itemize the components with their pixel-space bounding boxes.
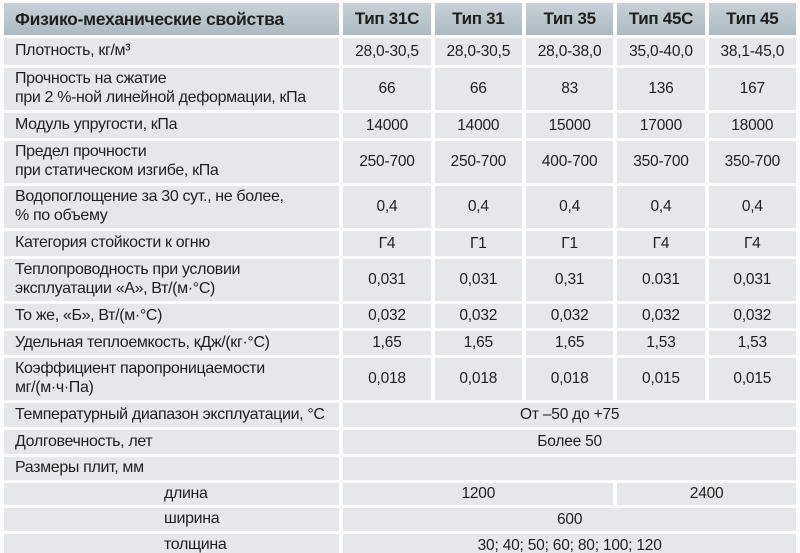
cell-value: 1,53 <box>617 331 705 355</box>
cell-value: 28,0-38,0 <box>525 38 614 65</box>
table-row-bending-strength: Предел прочности при статическом изгибе,… <box>4 141 796 183</box>
cell-value: Г1 <box>434 231 522 256</box>
cell-value: Г4 <box>617 231 705 256</box>
cell-value: 1,65 <box>434 331 522 355</box>
cell-value: 0,018 <box>343 358 431 400</box>
cell-value: 0.031 <box>617 259 705 301</box>
cell-value: Г4 <box>708 231 796 256</box>
cell-value: 0,031 <box>343 259 431 301</box>
table-row-width: ширина 600 <box>4 508 796 532</box>
cell-value: Г1 <box>525 231 614 256</box>
cell-value: 66 <box>434 68 522 110</box>
row-label: Водопоглощение за 30 сут., не более, % п… <box>4 186 340 228</box>
cell-value: 1,65 <box>343 331 431 355</box>
row-label: Удельная теплоемкость, кДж/(кг·°С) <box>4 331 340 355</box>
table-row-thickness: толщина 30; 40; 50; 60; 80; 100; 120 <box>4 534 796 553</box>
cell-value: 1,65 <box>525 331 614 355</box>
cell-value: 0,31 <box>525 259 614 301</box>
row-label: ширина <box>4 508 340 532</box>
cell-value: 0,032 <box>434 304 522 328</box>
table-row-density: Плотность, кг/м³ 28,0-30,5 28,0-30,5 28,… <box>4 38 796 65</box>
cell-value: 0,4 <box>434 186 522 228</box>
column-header-tip-31c: Тип 31С <box>343 3 431 35</box>
row-label: Размеры плит, мм <box>4 457 340 480</box>
cell-value: 0,4 <box>708 186 796 228</box>
cell-value-span: От –50 до +75 <box>343 403 796 427</box>
cell-value: 83 <box>525 68 614 110</box>
cell-value-span: 30; 40; 50; 60; 80; 100; 120 <box>343 534 796 553</box>
table-row-thermal-conductivity-a: Теплопроводность при условии эксплуатаци… <box>4 259 796 301</box>
row-label: Модуль упругости, кПа <box>4 113 340 138</box>
cell-value: 400-700 <box>525 141 614 183</box>
row-label: Теплопроводность при условии эксплуатаци… <box>4 259 340 301</box>
row-label: Предел прочности при статическом изгибе,… <box>4 141 340 183</box>
column-header-tip-45c: Тип 45С <box>617 3 705 35</box>
row-label: Категория стойкости к огню <box>4 231 340 256</box>
table-title: Физико-механические свойства <box>4 3 340 35</box>
cell-value: 18000 <box>708 113 796 138</box>
row-label: Плотность, кг/м³ <box>4 38 340 65</box>
cell-value-span: 1200 <box>343 482 614 506</box>
table-row-vapor-permeability: Коэффициент паропроницаемости мг/(м·ч·Па… <box>4 358 796 400</box>
table-row-plate-sizes: Размеры плит, мм <box>4 457 796 480</box>
row-label: Коэффициент паропроницаемости мг/(м·ч·Па… <box>4 358 340 400</box>
cell-value: 38,1-45,0 <box>708 38 796 65</box>
cell-value: 1,53 <box>708 331 796 355</box>
row-label: Температурный диапазон эксплуатации, °С <box>4 403 340 427</box>
cell-value: 15000 <box>525 113 614 138</box>
row-label: Долговечность, лет <box>4 430 340 454</box>
column-header-tip-45: Тип 45 <box>708 3 796 35</box>
column-header-tip-31: Тип 31 <box>434 3 522 35</box>
cell-value: 136 <box>617 68 705 110</box>
cell-value: 350-700 <box>708 141 796 183</box>
cell-value: 14000 <box>343 113 431 138</box>
cell-value: Г4 <box>343 231 431 256</box>
table-row-compressive-strength: Прочность на сжатие при 2 %-ной линейной… <box>4 68 796 110</box>
row-label: Прочность на сжатие при 2 %-ной линейной… <box>4 68 340 110</box>
table-row-fire-resistance: Категория стойкости к огню Г4 Г1 Г1 Г4 Г… <box>4 231 796 256</box>
cell-value: 0,4 <box>525 186 614 228</box>
table-row-temperature-range: Температурный диапазон эксплуатации, °С … <box>4 403 796 427</box>
table-row-elastic-modulus: Модуль упругости, кПа 14000 14000 15000 … <box>4 113 796 138</box>
cell-value: 0,018 <box>434 358 522 400</box>
cell-value: 0,031 <box>434 259 522 301</box>
cell-value-span: Более 50 <box>343 430 796 454</box>
cell-value: 66 <box>343 68 431 110</box>
cell-value: 0,018 <box>525 358 614 400</box>
table-row-thermal-conductivity-b: То же, «Б», Вт/(м·°С) 0,032 0,032 0,032 … <box>4 304 796 328</box>
table-row-durability: Долговечность, лет Более 50 <box>4 430 796 454</box>
cell-value: 28,0-30,5 <box>434 38 522 65</box>
header-row: Физико-механические свойства Тип 31С Тип… <box>4 3 796 35</box>
cell-value-span: 2400 <box>617 482 796 506</box>
cell-value: 350-700 <box>617 141 705 183</box>
cell-value: 250-700 <box>343 141 431 183</box>
cell-value: 35,0-40,0 <box>617 38 705 65</box>
cell-value-span: 600 <box>343 508 796 532</box>
row-label: длина <box>4 482 340 506</box>
table-row-water-absorption: Водопоглощение за 30 сут., не более, % п… <box>4 186 796 228</box>
cell-value: 0,4 <box>343 186 431 228</box>
row-label: То же, «Б», Вт/(м·°С) <box>4 304 340 328</box>
cell-value: 0,4 <box>617 186 705 228</box>
cell-value: 0,015 <box>708 358 796 400</box>
table-row-specific-heat: Удельная теплоемкость, кДж/(кг·°С) 1,65 … <box>4 331 796 355</box>
cell-value: 250-700 <box>434 141 522 183</box>
column-header-tip-35: Тип 35 <box>525 3 614 35</box>
cell-value: 0,032 <box>617 304 705 328</box>
cell-value: 0,032 <box>343 304 431 328</box>
cell-value: 0,031 <box>708 259 796 301</box>
table-row-length: длина 1200 2400 <box>4 482 796 506</box>
cell-value: 28,0-30,5 <box>343 38 431 65</box>
cell-value: 0,032 <box>708 304 796 328</box>
row-label: толщина <box>4 534 340 553</box>
cell-value: 0,015 <box>617 358 705 400</box>
cell-value: 0,032 <box>525 304 614 328</box>
cell-value: 14000 <box>434 113 522 138</box>
cell-value: 167 <box>708 68 796 110</box>
cell-value: 17000 <box>617 113 705 138</box>
cell-value-span <box>343 457 796 480</box>
